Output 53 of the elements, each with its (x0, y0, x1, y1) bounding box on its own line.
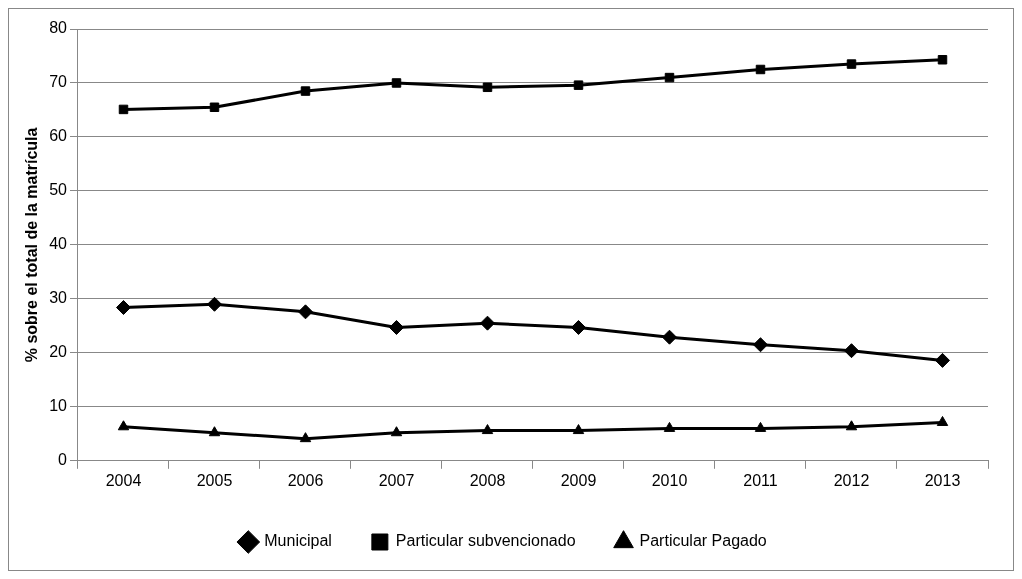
y-tick-label: 0 (58, 451, 68, 469)
point (391, 78, 402, 88)
point (573, 80, 584, 90)
point (664, 72, 675, 83)
point (209, 102, 220, 113)
legend-label: Particular Pagado (639, 532, 767, 550)
legend-label: Particular subvencionado (395, 532, 576, 550)
point (390, 426, 403, 437)
x-tick-label: 2012 (833, 471, 870, 489)
point (389, 319, 404, 335)
legend-label: Municipal (264, 532, 332, 550)
y-tick-label: 50 (49, 181, 68, 199)
x-tick-label: 2013 (924, 471, 961, 489)
point (207, 296, 222, 312)
point (845, 420, 858, 431)
point (663, 421, 676, 432)
y-axis-title: % sobre el total de la matrícula (23, 127, 41, 363)
point (208, 426, 221, 437)
point (753, 337, 768, 353)
point (844, 343, 859, 359)
y-tick-label: 70 (49, 73, 68, 91)
point (117, 420, 130, 431)
x-tick-label: 2004 (105, 471, 142, 489)
x-tick-label: 2008 (469, 471, 506, 489)
x-tick-label: 2006 (287, 471, 324, 489)
x-tick-label: 2011 (743, 471, 778, 489)
x-tick-label: 2007 (378, 471, 415, 489)
point (935, 352, 950, 368)
point (662, 329, 677, 345)
point (572, 424, 585, 435)
point (755, 64, 766, 75)
y-tick-label: 80 (49, 19, 68, 37)
y-tick-label: 10 (49, 397, 68, 415)
point (754, 421, 767, 432)
point (300, 86, 311, 96)
point (118, 104, 129, 115)
point (299, 432, 312, 443)
point (846, 59, 857, 69)
point (481, 424, 494, 435)
point (480, 315, 495, 331)
point (298, 304, 313, 320)
y-tick-label: 20 (49, 343, 68, 361)
point (936, 415, 949, 426)
y-tick-label: 40 (49, 235, 68, 253)
x-tick-label: 2010 (651, 471, 688, 489)
y-tick-label: 30 (49, 289, 68, 307)
point (116, 300, 131, 316)
x-tick-label: 2009 (560, 471, 597, 489)
point (571, 319, 586, 335)
point (482, 82, 493, 93)
x-tick-label: 2005 (196, 471, 233, 489)
y-tick-label: 60 (49, 127, 68, 145)
point (937, 55, 948, 65)
